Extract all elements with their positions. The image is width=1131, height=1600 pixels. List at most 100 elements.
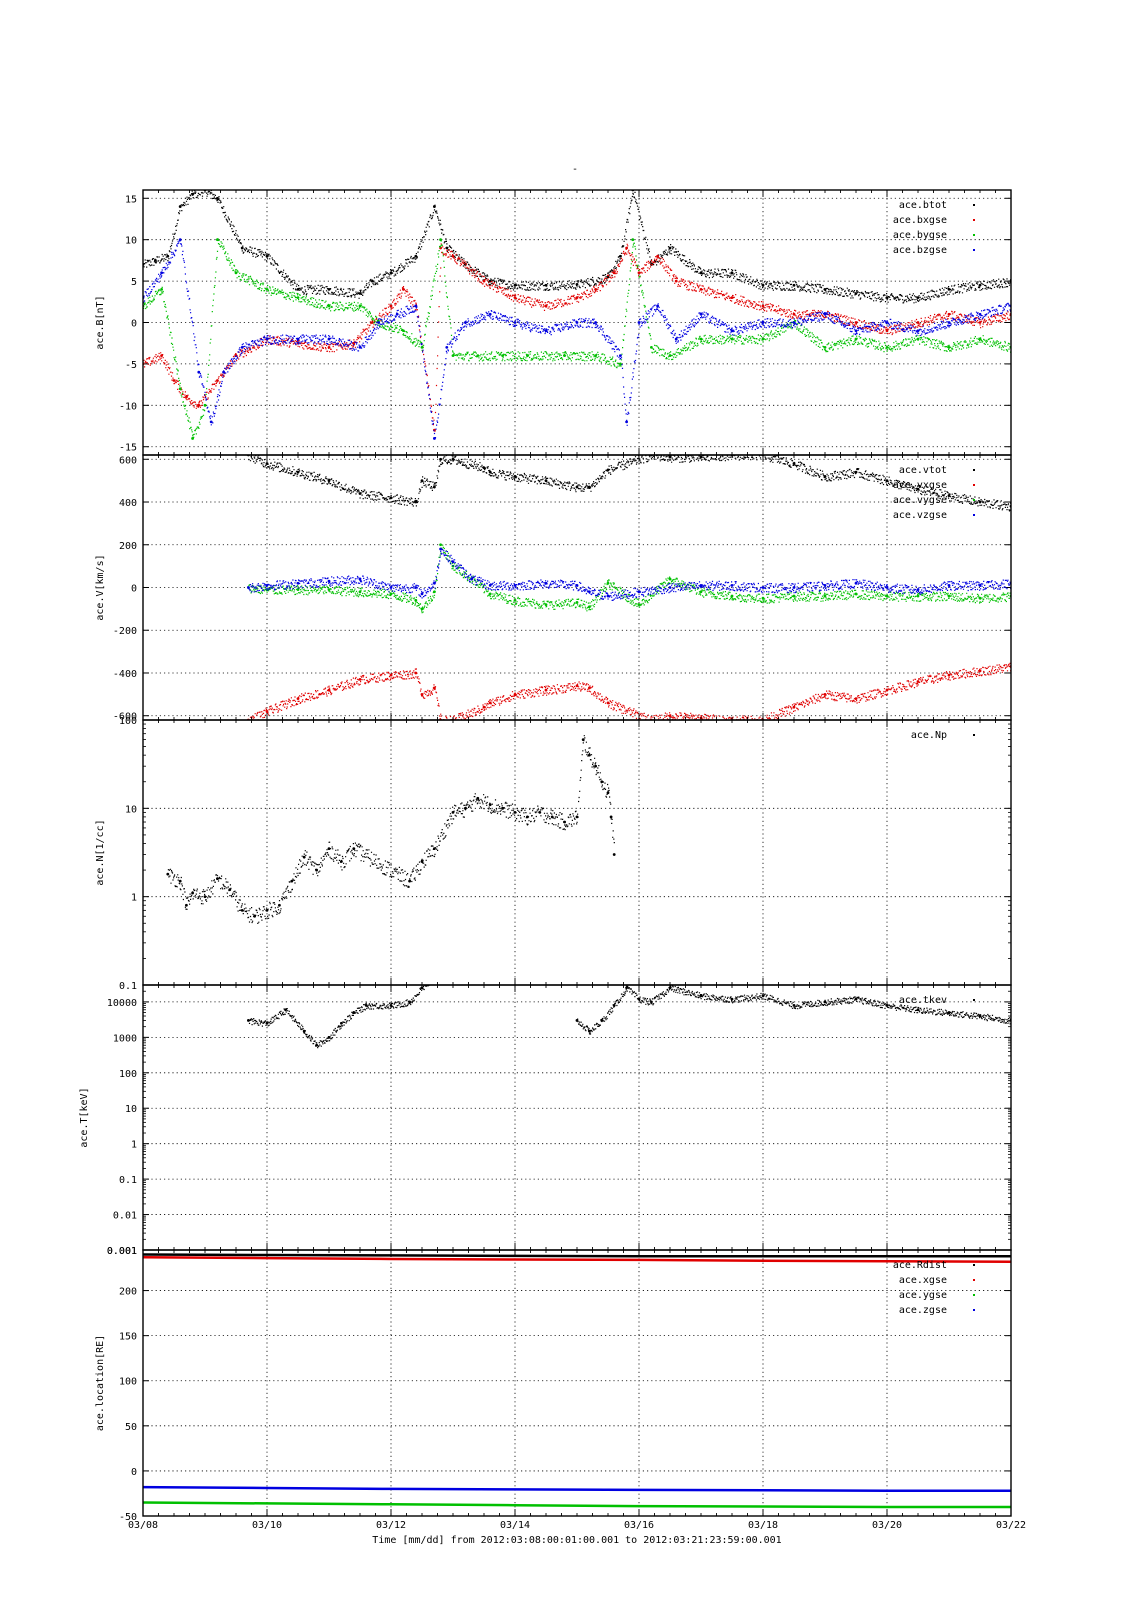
legend-label: ace.bxgse (893, 215, 947, 226)
legend-marker (973, 734, 975, 736)
series-group (247, 985, 1011, 1049)
legend-label: ace.bzgse (893, 245, 947, 256)
data-point (240, 345, 244, 349)
legend-marker (973, 514, 975, 516)
y-tick-label: 0 (131, 1467, 137, 1478)
data-point (178, 879, 182, 883)
data-point (563, 820, 566, 824)
y-tick-label: 150 (119, 1332, 137, 1343)
legend-marker (973, 249, 975, 251)
x-tick-label: 03/10 (252, 1520, 282, 1531)
series-ace-vxgse (247, 662, 1011, 720)
series-line (143, 1501, 1011, 1509)
legend-marker (973, 204, 975, 206)
y-axis-label: ace.T[keV] (79, 1087, 90, 1147)
legend-label: ace.bygse (893, 230, 947, 241)
data-point (854, 329, 858, 333)
legend-marker (973, 234, 975, 236)
series-ace-bzgse (143, 238, 1011, 440)
y-tick-label: 15 (125, 194, 137, 205)
data-point (327, 847, 331, 851)
y-tick-label: 0.01 (113, 1211, 137, 1222)
data-point (445, 345, 449, 349)
data-point (916, 680, 920, 683)
legend-label: ace.vygse (893, 495, 947, 506)
x-axis: 03/08 03/10 03/12 03/14 03/16 03/18 03/20 03/22 (128, 1520, 1026, 1531)
x-tick-label: 03/14 (500, 1520, 530, 1531)
data-point (501, 354, 504, 358)
legend-label: ace.Rdist (893, 1260, 947, 1271)
series-group (166, 735, 616, 924)
series-line (143, 1485, 1011, 1493)
page-title: - (572, 164, 578, 175)
y-tick-label: 0 (131, 319, 137, 330)
series-group (143, 190, 1011, 440)
series-ace-bygse (143, 238, 1011, 440)
panel-1: 15 10 5 0 -5 -10 -15 ace.B[nT] ace.btot ace.bxgse… (95, 189, 1012, 456)
series-group (143, 1253, 1011, 1509)
series-ace-Rdist (143, 1253, 1011, 1258)
data-point (637, 321, 641, 324)
data-point (203, 895, 207, 899)
legend-label: ace.vzgse (893, 510, 947, 521)
data-point (296, 296, 300, 300)
y-tick-label: -200 (113, 626, 137, 637)
y-tick-label: 10 (125, 1104, 137, 1115)
y-tick-label: -10 (119, 401, 137, 412)
legend-marker (973, 1294, 975, 1296)
series-line (143, 1253, 1011, 1258)
y-tick-label: 1 (131, 1140, 137, 1151)
legend-label: ace.zgse (899, 1305, 947, 1316)
legend-marker (973, 999, 975, 1001)
data-point (414, 598, 418, 602)
series-ace-bxgse (143, 243, 1011, 432)
legend-marker (973, 484, 975, 486)
y-tick-label: 10 (125, 236, 137, 247)
data-point (594, 764, 597, 768)
data-point (414, 254, 418, 258)
y-tick-label: -5 (125, 360, 137, 371)
y-tick-label: -15 (119, 443, 137, 454)
panel-3: 100 10 1 0.1 ace.N[1/cc] ace.Np (95, 716, 1012, 992)
y-tick-label: 5 (131, 277, 137, 288)
series-ace-vzgse (247, 547, 1011, 601)
panel-2: 600 400 200 0 -200 -400 -600 ace.V[km/s] ace.vto… (95, 454, 1012, 723)
data-point (439, 547, 442, 551)
data-point (625, 420, 628, 424)
data-point (327, 688, 331, 692)
data-point (439, 543, 442, 547)
series-texture (248, 544, 1011, 614)
series-ace-tkev (247, 985, 1011, 1049)
legend-marker (973, 1309, 975, 1311)
y-tick-label: 0.001 (107, 1246, 137, 1257)
legend-label: ace.btot (899, 200, 947, 211)
series-texture (248, 985, 1011, 1049)
y-axis-label: ace.V[km/s] (95, 554, 106, 620)
data-point (947, 673, 951, 677)
panel-5: 200 150 100 50 0 -50 0.001 ace.location[RE] ace.… (95, 1246, 1012, 1523)
y-tick-label: 600 (119, 455, 137, 466)
y-tick-label: 0 (131, 584, 137, 595)
y-tick-label: 0.1 (119, 1175, 137, 1186)
data-point (160, 287, 164, 291)
y-axis-label: ace.B[nT] (95, 295, 106, 349)
data-point (364, 1003, 368, 1007)
panel-frame (142, 1249, 1012, 1517)
data-point (916, 296, 920, 300)
y-tick-label: -50 (119, 1512, 137, 1523)
y-tick-label: 0.001 (107, 1246, 137, 1257)
data-point (609, 815, 613, 819)
data-point (588, 753, 591, 757)
y-tick-label: 1 (131, 893, 137, 904)
legend-label: ace.vxgse (893, 480, 947, 491)
series-ace-zgse (143, 1485, 1011, 1493)
legend-label: ace.vtot (899, 465, 947, 476)
y-axis-label: ace.location[RE] (95, 1335, 106, 1431)
series-ace-btot (143, 190, 1011, 304)
data-point (606, 791, 610, 795)
x-tick-label: 03/08 (128, 1520, 158, 1531)
panels-group: 151050-5-10-15ace.B[nT]ace.btotace.bxgse… (79, 189, 1012, 1523)
data-point (656, 304, 659, 308)
y-axis-label: ace.N[1/cc] (95, 819, 106, 885)
